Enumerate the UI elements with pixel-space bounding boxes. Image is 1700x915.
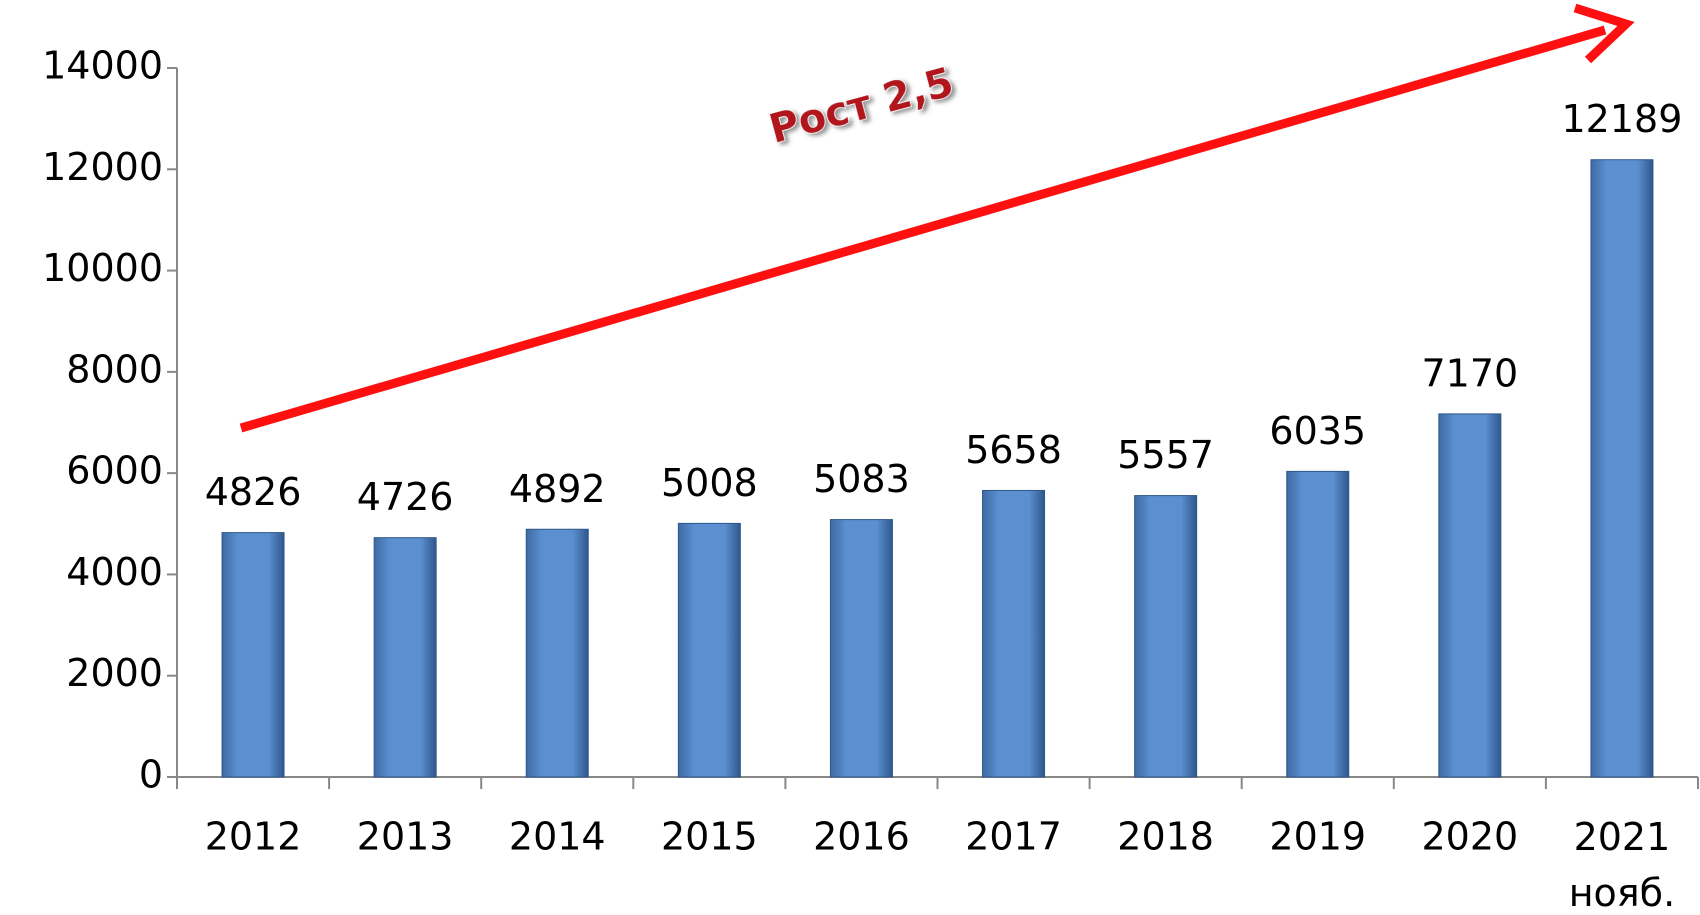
y-tick-label: 0 <box>139 753 163 797</box>
x-tick-label: 2019 <box>1269 815 1366 859</box>
x-tick-label-line: нояб. <box>1569 871 1675 915</box>
x-tick-label: 2015 <box>661 815 758 859</box>
annotation: Рост 2,5 <box>764 59 958 152</box>
y-tick-label: 14000 <box>42 44 163 88</box>
value-label: 6035 <box>1269 409 1366 453</box>
bar <box>221 532 285 778</box>
x-tick-label: 2013 <box>357 815 454 859</box>
y-tick-label: 10000 <box>42 246 163 290</box>
value-label: 12189 <box>1562 97 1683 141</box>
value-label: 4892 <box>509 467 606 511</box>
bar <box>982 489 1046 778</box>
value-label: 5658 <box>965 428 1062 472</box>
bar <box>1134 495 1198 778</box>
x-tick-label: 2020 <box>1421 815 1518 859</box>
y-tick-label: 12000 <box>42 145 163 189</box>
bar <box>1438 413 1502 778</box>
bar <box>525 528 589 778</box>
x-tick-label-line: 2021 <box>1574 815 1671 859</box>
value-label: 4726 <box>357 475 454 519</box>
value-label: 5008 <box>661 461 758 505</box>
value-label: 5557 <box>1117 433 1214 477</box>
y-tick-label: 6000 <box>66 449 163 493</box>
growth-arrow <box>239 3 1635 433</box>
value-label: 5083 <box>813 457 910 501</box>
bar <box>1590 159 1654 778</box>
bar <box>677 522 741 778</box>
x-tick-label: 2016 <box>813 815 910 859</box>
bar <box>1286 470 1350 778</box>
value-label: 4826 <box>205 470 302 514</box>
x-tick-label: 2017 <box>965 815 1062 859</box>
bar <box>373 537 437 778</box>
x-tick-label: 2014 <box>509 815 606 859</box>
value-label: 7170 <box>1421 351 1518 395</box>
x-tick-label: 2021 нояб. <box>1569 815 1675 915</box>
y-tick-label: 8000 <box>66 347 163 391</box>
x-tick-label: 2012 <box>205 815 302 859</box>
y-tick-label: 4000 <box>66 550 163 594</box>
bar <box>829 519 893 778</box>
x-tick-label: 2018 <box>1117 815 1214 859</box>
y-tick-label: 2000 <box>66 651 163 695</box>
